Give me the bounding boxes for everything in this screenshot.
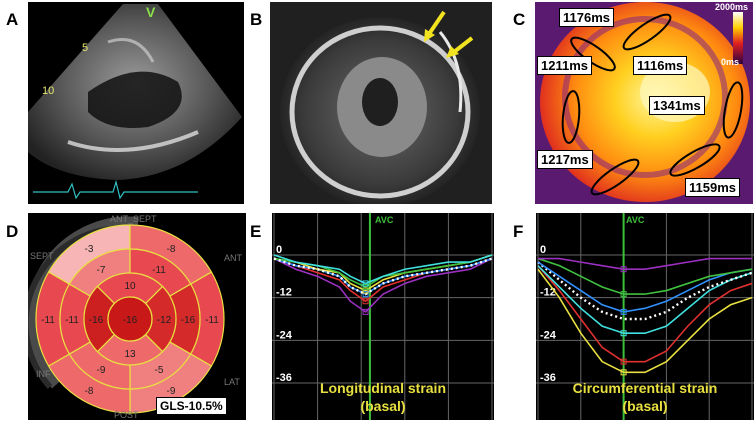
peak-marker <box>620 308 627 315</box>
peak-marker <box>362 308 369 315</box>
bullseye-segment-value: -11 <box>41 315 55 326</box>
y-tick-label: -12 <box>540 287 556 299</box>
peak-marker <box>362 284 369 290</box>
chart-caption: Longitudinal strain <box>320 380 446 396</box>
bullseye-segment-value: -12 <box>157 315 172 326</box>
t1-map-image: 2000ms 0ms 1176ms 1211ms 1116ms 1341ms 1… <box>535 2 753 204</box>
chart-caption: Circumferential strain <box>572 380 718 396</box>
wall-label: LAT <box>224 377 240 387</box>
y-tick-label: -36 <box>540 372 556 384</box>
peak-marker <box>362 287 369 294</box>
chart-caption: (basal) <box>622 398 668 414</box>
t1-value-label: 1116ms <box>633 56 688 75</box>
strain-series-line <box>538 257 752 271</box>
wall-label: SEPT <box>30 251 54 261</box>
y-tick-label: -12 <box>276 287 292 299</box>
strain-series-line <box>537 268 753 374</box>
peak-marker <box>620 291 627 298</box>
echo-scale-5: 5 <box>82 42 89 54</box>
gls-value: GLS-10.5% <box>156 397 227 415</box>
t1-value-label: 1341ms <box>649 96 705 115</box>
peak-marker <box>620 330 627 337</box>
strain-series-line <box>273 257 493 313</box>
bullseye-segment-value: -11 <box>65 315 79 326</box>
strain-series-line <box>537 265 753 363</box>
wall-label: ANT <box>224 253 242 263</box>
bullseye-segment-value: -9 <box>167 386 176 397</box>
bullseye-segment-value: 10 <box>124 281 136 292</box>
t1-value-label: 1159ms <box>685 178 740 197</box>
peak-marker <box>620 358 627 365</box>
avc-marker-label: AVC <box>375 215 394 225</box>
panel-label-e: E <box>250 222 262 241</box>
panel-label-a: A <box>6 10 19 29</box>
bullseye-plot: -11 -9 -8 -11 -3 -8 -16 -5 -9 -11 -7 -11 -12 13 -16 10-… <box>28 213 246 420</box>
t1-value-label: 1176ms <box>559 8 614 27</box>
strain-series-line <box>537 265 753 335</box>
wall-label: POST <box>114 410 139 420</box>
bullseye-segment-value: -8 <box>85 386 94 397</box>
strain-series-line <box>273 257 493 296</box>
wall-label: ANT_SEPT <box>110 214 157 224</box>
y-tick-label: -36 <box>276 372 292 384</box>
panel-label-c: C <box>513 10 526 29</box>
peak-marker <box>620 266 627 273</box>
y-tick-label: -24 <box>540 329 557 341</box>
echo-scale-10: 10 <box>42 85 55 97</box>
colorbar-min: 0ms <box>721 57 740 67</box>
colorbar-max: 2000ms <box>715 2 749 12</box>
peak-marker <box>362 298 369 305</box>
echo-marker: V <box>146 4 156 20</box>
wall-label: INF <box>36 369 51 379</box>
bullseye-segment-value: -3 <box>85 244 94 255</box>
bullseye-segment-value: -7 <box>97 265 106 276</box>
peak-marker <box>620 369 627 376</box>
bullseye-segment-value: -16 <box>181 315 196 326</box>
avc-marker-label: AVC <box>626 215 645 225</box>
bullseye-segment-value: -9 <box>97 365 106 376</box>
bullseye-segment-value: -16 <box>123 315 138 326</box>
t1-value-label: 1217ms <box>537 150 593 169</box>
longitudinal-strain-chart: 0 -12 -24 -36 AVC Longitudinal strain (basa… <box>272 213 494 420</box>
peak-marker <box>362 280 369 287</box>
bullseye-segment-value: -8 <box>167 244 176 255</box>
y-tick-label: 0 <box>540 244 546 256</box>
strain-series-line <box>537 261 753 321</box>
circumferential-strain-chart: 0 -12 -24 -36 AVC Circumferential strain (b… <box>536 213 754 420</box>
chart-caption: (basal) <box>360 398 406 414</box>
y-tick-label: -24 <box>276 329 293 341</box>
bullseye-segment <box>107 296 153 342</box>
bullseye-segment-value: -5 <box>155 365 164 376</box>
bullseye-segment-value: 13 <box>124 349 136 360</box>
strain-series-line <box>537 257 753 295</box>
bullseye-segment-value: -11 <box>205 315 219 326</box>
mri-image <box>270 2 492 204</box>
panel-label-b: B <box>250 10 263 29</box>
bullseye-segment-value: -16 <box>89 315 104 326</box>
peak-marker <box>362 291 369 298</box>
strain-series-line <box>273 254 493 285</box>
panel-label-f: F <box>513 222 524 241</box>
panel-label-d: D <box>6 222 19 241</box>
t1-value-label: 1211ms <box>537 56 592 75</box>
y-tick-label: 0 <box>276 244 282 256</box>
bullseye-segment-value: -11 <box>152 265 166 276</box>
strain-series-line <box>537 261 753 313</box>
echo-image: V 5 10 <box>28 2 244 204</box>
